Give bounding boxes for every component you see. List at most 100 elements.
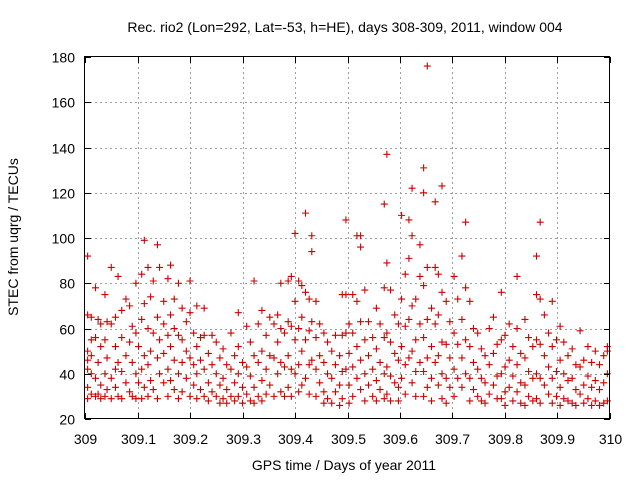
- data-point: [442, 297, 450, 305]
- data-point: [160, 320, 168, 328]
- data-point: [517, 399, 525, 407]
- data-point: [126, 338, 134, 346]
- data-point: [372, 377, 380, 385]
- data-point: [302, 209, 309, 217]
- data-point: [118, 334, 126, 342]
- data-point: [97, 395, 105, 403]
- data-point: [140, 352, 148, 360]
- data-point: [128, 358, 136, 366]
- data-point: [497, 370, 505, 378]
- data-point: [190, 361, 198, 369]
- data-point: [336, 381, 344, 389]
- data-point: [312, 392, 320, 400]
- data-point: [416, 272, 424, 280]
- x-tick-label: 309.7: [435, 431, 470, 447]
- data-point: [509, 397, 517, 405]
- data-point: [383, 363, 391, 371]
- data-point: [533, 395, 540, 403]
- data-point: [147, 377, 155, 385]
- data-point: [92, 284, 99, 292]
- data-point: [107, 320, 115, 328]
- data-point: [454, 340, 462, 348]
- data-point: [266, 381, 274, 389]
- data-point: [281, 329, 288, 337]
- data-point: [394, 320, 402, 328]
- data-point: [234, 309, 242, 317]
- data-point: [208, 388, 216, 396]
- data-point: [462, 284, 470, 292]
- data-point: [140, 300, 148, 308]
- data-point: [548, 297, 556, 305]
- data-point: [234, 343, 242, 351]
- data-point: [446, 354, 454, 362]
- data-point: [423, 62, 431, 70]
- data-point: [458, 354, 466, 362]
- data-point: [353, 374, 361, 382]
- data-point: [501, 331, 509, 339]
- data-point: [204, 379, 212, 387]
- data-point: [525, 392, 533, 400]
- data-point: [568, 345, 576, 353]
- data-point: [312, 365, 320, 373]
- data-point: [144, 325, 152, 332]
- data-point: [357, 386, 365, 394]
- data-point: [216, 381, 224, 389]
- data-point: [118, 367, 126, 375]
- data-point: [284, 318, 292, 326]
- data-point: [156, 370, 164, 378]
- data-point: [466, 374, 474, 382]
- data-point: [462, 370, 470, 378]
- data-point: [470, 325, 477, 332]
- data-point: [423, 315, 431, 323]
- data-point: [87, 352, 95, 360]
- data-point: [450, 272, 458, 280]
- data-point: [536, 374, 544, 382]
- data-point: [107, 395, 115, 403]
- data-point: [103, 386, 111, 394]
- data-point: [262, 331, 270, 339]
- data-point: [212, 370, 220, 378]
- data-point: [372, 345, 380, 353]
- data-point: [361, 336, 369, 344]
- data-point: [305, 327, 313, 335]
- data-point: [560, 370, 568, 378]
- data-point: [190, 329, 198, 337]
- data-point: [170, 386, 178, 394]
- data-point: [324, 395, 332, 403]
- data-point: [529, 343, 537, 351]
- data-point: [438, 395, 446, 403]
- data-point: [128, 322, 136, 330]
- data-point: [454, 295, 462, 303]
- data-point: [540, 352, 548, 360]
- data-point: [568, 399, 576, 407]
- data-point: [387, 397, 395, 405]
- data-point: [580, 399, 588, 407]
- data-point: [316, 320, 324, 328]
- data-point: [223, 399, 231, 407]
- data-point: [394, 383, 402, 391]
- data-point: [489, 381, 497, 389]
- x-tick-label: 309.6: [383, 431, 418, 447]
- data-point: [308, 356, 316, 364]
- data-point: [556, 322, 564, 330]
- data-point: [336, 401, 344, 409]
- data-point: [103, 318, 111, 326]
- data-point: [345, 399, 353, 407]
- data-point: [434, 270, 442, 278]
- data-point: [153, 241, 161, 249]
- data-point: [84, 311, 92, 319]
- data-point: [308, 318, 316, 326]
- data-point: [250, 383, 258, 391]
- data-point: [219, 374, 227, 382]
- data-point: [153, 395, 161, 403]
- data-point: [258, 306, 266, 314]
- data-point: [431, 358, 439, 366]
- x-tick-labels: 309 309.1 309.2 309.3 309.4 309.5 309.6 309.7 30…: [74, 431, 623, 447]
- data-point: [258, 347, 266, 355]
- data-point: [412, 336, 420, 344]
- data-point: [174, 370, 182, 378]
- data-point: [254, 320, 262, 328]
- data-point: [369, 392, 377, 400]
- data-point: [231, 397, 239, 405]
- data-point: [302, 288, 309, 296]
